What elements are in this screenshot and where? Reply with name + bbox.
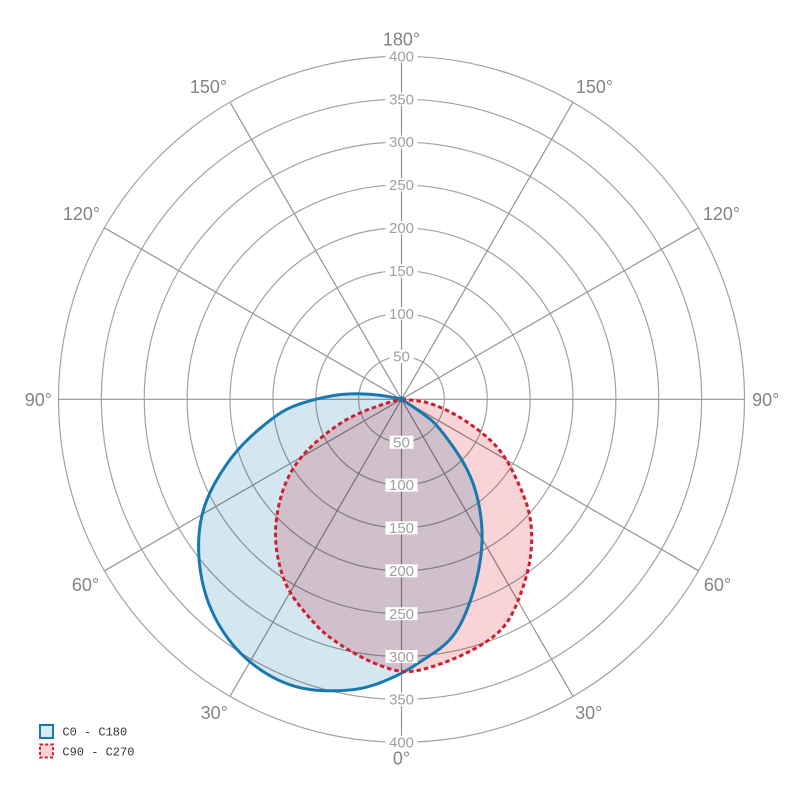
- svg-text:100: 100: [389, 306, 414, 323]
- svg-text:30°: 30°: [201, 703, 228, 723]
- svg-text:50: 50: [393, 349, 410, 366]
- svg-text:60°: 60°: [704, 575, 731, 595]
- svg-text:C90 - C270: C90 - C270: [62, 746, 134, 760]
- svg-text:400: 400: [389, 735, 414, 752]
- svg-text:400: 400: [389, 49, 414, 66]
- svg-text:350: 350: [389, 692, 414, 709]
- svg-text:180°: 180°: [383, 30, 420, 50]
- svg-text:30°: 30°: [575, 703, 602, 723]
- svg-text:300: 300: [389, 134, 414, 151]
- svg-text:200: 200: [389, 220, 414, 237]
- svg-text:150: 150: [389, 263, 414, 280]
- svg-text:150: 150: [389, 520, 414, 537]
- svg-text:150°: 150°: [576, 77, 613, 97]
- svg-text:150°: 150°: [190, 77, 227, 97]
- svg-text:C0 - C180: C0 - C180: [62, 726, 127, 740]
- svg-text:200: 200: [389, 563, 414, 580]
- svg-text:120°: 120°: [703, 204, 740, 224]
- svg-text:0°: 0°: [393, 749, 410, 769]
- svg-text:250: 250: [389, 606, 414, 623]
- svg-text:90°: 90°: [25, 390, 52, 410]
- svg-text:350: 350: [389, 91, 414, 108]
- svg-text:300: 300: [389, 649, 414, 666]
- svg-text:60°: 60°: [72, 575, 99, 595]
- svg-text:100: 100: [389, 477, 414, 494]
- svg-text:120°: 120°: [63, 204, 100, 224]
- svg-text:50: 50: [393, 434, 410, 451]
- svg-text:250: 250: [389, 177, 414, 194]
- svg-text:90°: 90°: [752, 390, 779, 410]
